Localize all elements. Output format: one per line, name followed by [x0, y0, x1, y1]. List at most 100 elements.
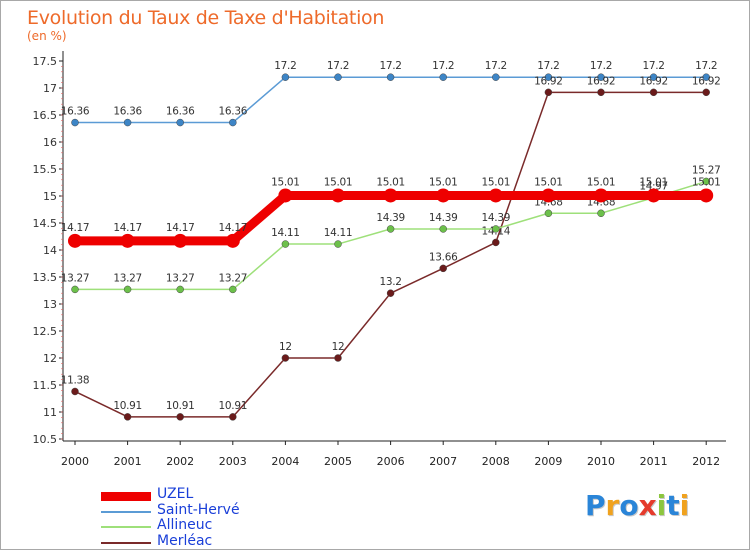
y-tick-label: 11 [43, 406, 57, 419]
data-point [649, 88, 658, 97]
legend-swatch [101, 510, 151, 513]
y-tick-label: 15.5 [33, 163, 58, 176]
data-point [386, 73, 395, 81]
logo-letter: t [666, 489, 680, 522]
x-tick-label: 2006 [377, 455, 405, 468]
logo-letter: x [638, 489, 657, 522]
data-label: 14.39 [482, 212, 511, 224]
data-label: 14.17 [61, 222, 90, 234]
data-point [594, 188, 608, 203]
data-label: 16.92 [587, 75, 616, 87]
data-label: 15.01 [482, 176, 511, 188]
y-tick-label: 12 [43, 352, 57, 365]
data-point [597, 88, 605, 97]
data-point [702, 177, 710, 186]
x-tick-label: 2005 [324, 455, 352, 468]
data-point [229, 285, 237, 294]
x-tick-label: 2001 [114, 455, 142, 468]
data-label: 14.11 [324, 227, 353, 239]
data-label: 15.01 [692, 176, 721, 188]
data-label: 17.2 [537, 60, 559, 72]
data-point [702, 73, 710, 81]
data-label: 17.2 [695, 60, 717, 72]
x-tick-label: 2008 [482, 455, 510, 468]
y-tick-label: 17 [43, 82, 57, 95]
data-label: 15.01 [534, 176, 563, 188]
data-point [492, 225, 500, 233]
data-point [281, 73, 290, 81]
data-point [492, 238, 500, 247]
data-label: 16.92 [534, 75, 563, 87]
data-label: 10.91 [113, 400, 142, 412]
data-point [173, 233, 188, 248]
data-point [436, 188, 451, 203]
data-point [281, 240, 290, 248]
data-point [383, 188, 398, 203]
x-tick-label: 2007 [429, 455, 457, 468]
data-label: 10.91 [166, 400, 195, 412]
data-label: 11.38 [61, 374, 90, 386]
data-point [439, 73, 447, 81]
data-label: 14.39 [429, 212, 458, 224]
legend-label: Saint-Hervé [157, 501, 240, 518]
data-label: 13.27 [113, 272, 142, 284]
y-tick-label: 13 [43, 298, 57, 311]
proxiti-logo: Proxiti [585, 489, 689, 522]
legend-label: Allineuc [157, 517, 213, 533]
data-label: 15.01 [271, 176, 300, 188]
series-line-merléac [74, 91, 707, 418]
data-label: 14.17 [219, 222, 248, 234]
data-label: 16.36 [219, 106, 248, 118]
data-point [71, 285, 79, 294]
logo-letter: o [619, 489, 639, 522]
data-label: 15.01 [429, 176, 458, 188]
data-label: 14.97 [639, 181, 668, 193]
data-point [229, 118, 237, 127]
data-point [123, 118, 132, 127]
x-tick-label: 2011 [640, 455, 668, 468]
data-label: 16.36 [166, 106, 195, 118]
logo-letter: P [585, 489, 606, 522]
x-tick-label: 2004 [271, 455, 299, 468]
data-point [439, 225, 447, 233]
x-tick-label: 2009 [534, 455, 562, 468]
legend-label: UZEL [157, 486, 194, 502]
data-point [176, 413, 184, 421]
data-label: 15.01 [639, 176, 668, 188]
y-tick-label: 17.5 [33, 55, 58, 68]
data-label: 16.92 [692, 75, 721, 87]
data-label: 10.91 [219, 400, 248, 412]
data-point [331, 188, 345, 203]
data-label: 17.2 [643, 60, 665, 72]
data-point [597, 209, 605, 218]
y-tick-label: 11.5 [33, 379, 58, 392]
data-point [334, 240, 342, 248]
y-tick-label: 12.5 [33, 325, 58, 338]
data-point [544, 73, 553, 81]
x-tick-label: 2002 [166, 455, 194, 468]
data-point [176, 118, 184, 127]
data-point [123, 285, 132, 294]
data-label: 13.66 [429, 251, 458, 263]
x-tick-label: 2003 [219, 455, 247, 468]
y-tick-label: 16.5 [33, 109, 58, 122]
data-label: 13.27 [61, 272, 90, 284]
data-point [120, 233, 135, 248]
data-label: 16.36 [61, 106, 90, 118]
data-point [123, 413, 132, 421]
data-label: 12 [279, 341, 292, 353]
x-tick-label: 2000 [61, 455, 89, 468]
data-label: 17.2 [432, 60, 454, 72]
chart-subtitle: (en %) [27, 29, 67, 43]
data-label: 15.01 [324, 176, 353, 188]
data-label: 15.27 [692, 164, 721, 176]
data-label: 16.36 [113, 106, 142, 118]
logo-letter: r [605, 489, 620, 522]
data-point [646, 188, 661, 203]
data-point [492, 73, 500, 81]
data-label: 17.2 [380, 60, 402, 72]
data-label: 15.01 [587, 176, 616, 188]
y-tick-label: 13.5 [33, 271, 58, 284]
